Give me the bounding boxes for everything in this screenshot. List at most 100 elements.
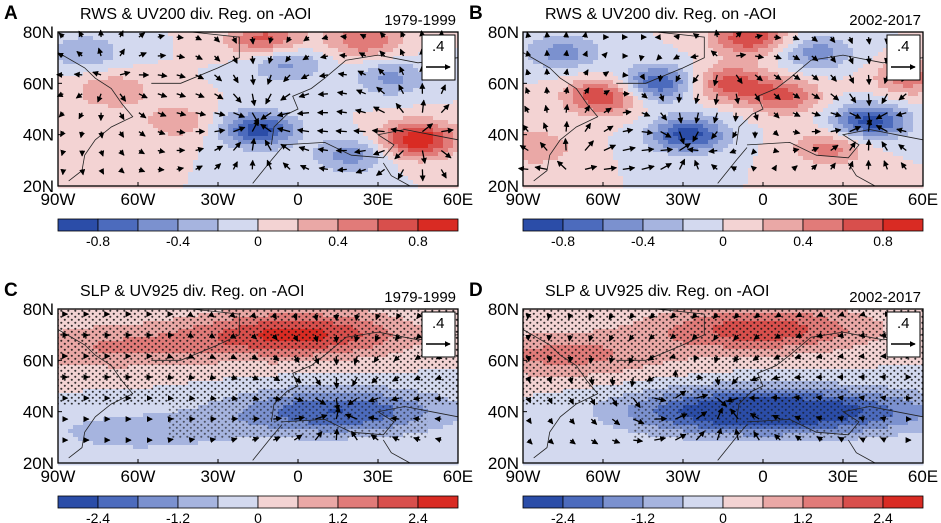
field-cell <box>258 168 264 173</box>
field-cell <box>623 180 629 185</box>
field-cell <box>88 180 94 185</box>
field-cell <box>323 44 329 49</box>
field-cell <box>138 104 144 109</box>
field-cell <box>703 120 709 125</box>
field-cell <box>133 116 139 121</box>
field-cell <box>368 88 374 93</box>
field-cell <box>413 84 419 89</box>
field-cell <box>293 144 299 149</box>
field-cell <box>608 148 614 153</box>
field-cell <box>638 172 644 177</box>
field-cell <box>618 36 624 41</box>
field-cell <box>663 52 669 57</box>
field-cell <box>233 124 239 129</box>
wind-vector <box>76 50 83 58</box>
field-cell <box>533 116 539 121</box>
field-cell <box>178 84 184 89</box>
field-cell <box>718 68 724 73</box>
field-cell <box>638 132 644 137</box>
field-cell <box>373 168 379 173</box>
field-cell <box>323 108 329 113</box>
field-cell <box>293 176 299 181</box>
field-cell <box>543 132 549 137</box>
field-cell <box>68 88 74 93</box>
field-cell <box>628 76 634 81</box>
field-cell <box>268 124 274 129</box>
field-cell <box>193 128 199 133</box>
field-cell <box>173 104 179 109</box>
field-cell <box>588 160 594 165</box>
field-cell <box>533 88 539 93</box>
field-cell <box>723 156 729 161</box>
field-cell <box>283 140 289 145</box>
field-cell <box>643 64 649 69</box>
field-cell <box>453 100 459 105</box>
field-cell <box>338 140 344 145</box>
field-cell <box>248 128 254 133</box>
field-cell <box>183 164 189 169</box>
field-cell <box>133 180 139 185</box>
field-cell <box>668 152 674 157</box>
field-cell <box>618 96 624 101</box>
field-cell <box>598 128 604 133</box>
field-cell <box>258 112 264 117</box>
field-cell <box>568 132 574 137</box>
field-cell <box>163 132 169 137</box>
field-cell <box>338 68 344 73</box>
field-cell <box>693 104 699 109</box>
field-cell <box>648 116 654 121</box>
field-cell <box>408 72 414 77</box>
field-cell <box>213 84 219 89</box>
wind-vector <box>280 93 291 101</box>
field-cell <box>138 44 144 49</box>
field-cell <box>68 112 74 117</box>
field-cell <box>328 148 334 153</box>
field-cell <box>388 116 394 121</box>
field-cell <box>708 60 714 65</box>
field-cell <box>168 160 174 165</box>
field-cell <box>128 68 134 73</box>
field-cell <box>633 104 639 109</box>
field-cell <box>318 108 324 113</box>
field-cell <box>278 168 284 173</box>
field-cell <box>243 32 249 37</box>
field-cell <box>158 56 164 61</box>
field-cell <box>63 160 69 165</box>
field-cell <box>193 80 199 85</box>
field-cell <box>103 96 109 101</box>
field-cell <box>678 80 684 85</box>
field-cell <box>113 112 119 117</box>
field-cell <box>218 116 224 121</box>
field-cell <box>363 88 369 93</box>
field-cell <box>138 64 144 69</box>
field-cell <box>593 160 599 165</box>
field-cell <box>113 32 119 37</box>
field-cell <box>698 56 704 61</box>
field-cell <box>688 100 694 105</box>
field-cell <box>388 60 394 65</box>
field-cell <box>168 36 174 41</box>
field-cell <box>103 100 109 105</box>
field-cell <box>108 72 114 77</box>
field-cell <box>78 68 84 73</box>
field-cell <box>618 44 624 49</box>
field-cell <box>173 136 179 141</box>
field-cell <box>438 96 444 101</box>
field-cell <box>283 84 289 89</box>
field-cell <box>663 72 669 77</box>
field-cell <box>288 84 294 89</box>
field-cell <box>323 72 329 77</box>
field-cell <box>128 60 134 65</box>
field-cell <box>338 132 344 137</box>
field-cell <box>398 116 404 121</box>
field-cell <box>158 44 164 49</box>
field-cell <box>408 128 414 133</box>
field-cell <box>133 88 139 93</box>
field-cell <box>103 48 109 53</box>
field-cell <box>153 80 159 85</box>
field-cell <box>358 140 364 145</box>
field-cell <box>373 36 379 41</box>
field-cell <box>378 160 384 165</box>
field-cell <box>618 60 624 65</box>
field-cell <box>318 144 324 149</box>
